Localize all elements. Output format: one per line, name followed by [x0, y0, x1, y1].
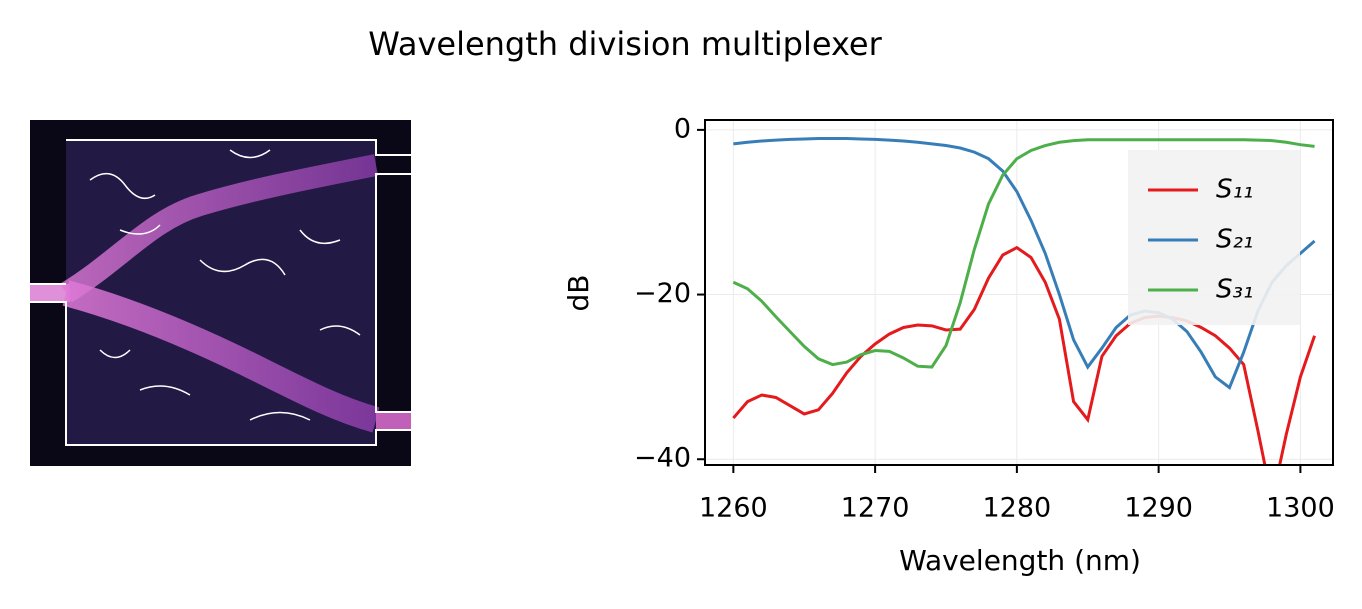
y-axis-label: dB [562, 275, 595, 312]
legend-label: S₃₁ [1216, 275, 1253, 305]
legend: S₁₁ S₂₁ S₃₁ [1128, 150, 1300, 325]
x-tick-label: 1270 [841, 493, 910, 524]
legend-label: S₁₁ [1216, 175, 1253, 205]
x-tick-label: 1300 [1266, 493, 1335, 524]
lines [732, 137, 1316, 465]
x-axis-label: Wavelength (nm) [899, 544, 1141, 577]
y-tick-label: 0 [674, 113, 691, 144]
y-tick-label: −20 [634, 278, 691, 309]
legend-frame [1128, 150, 1300, 325]
x-tick-label: 1260 [699, 493, 768, 524]
x-tick-label: 1290 [1124, 493, 1193, 524]
series-line [732, 245, 1316, 465]
x-tick-label: 1280 [983, 493, 1052, 524]
series-line [733, 137, 1316, 390]
y-tick-label: −40 [634, 443, 691, 474]
legend-label: S₂₁ [1216, 225, 1253, 255]
figure-title: Wavelength division multiplexer [368, 25, 882, 63]
series-line [732, 138, 1315, 369]
plot-frame [704, 119, 1334, 466]
field-image [30, 120, 411, 466]
